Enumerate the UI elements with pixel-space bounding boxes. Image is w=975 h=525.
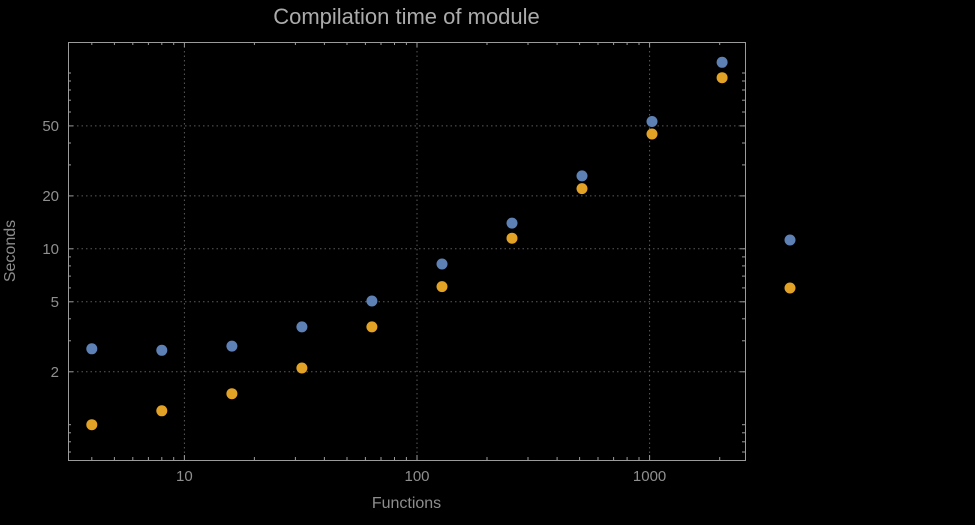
- y-tick-label: 50: [42, 118, 59, 135]
- data-point-series-2: [506, 232, 518, 244]
- y-tick-label: 2: [51, 364, 59, 381]
- data-point-series-2: [156, 405, 168, 417]
- legend-marker-series-1: [784, 234, 796, 246]
- data-point-series-2: [226, 388, 238, 400]
- data-point-series-1: [436, 258, 448, 270]
- data-point-series-2: [86, 419, 98, 431]
- x-tick-label: 10: [176, 468, 193, 485]
- data-point-series-1: [156, 344, 168, 356]
- data-point-series-2: [576, 183, 588, 195]
- x-tick-label: 100: [404, 468, 429, 485]
- chart-title: Compilation time of module: [273, 4, 540, 29]
- x-axis-label: Functions: [371, 495, 442, 512]
- data-point-series-2: [716, 72, 728, 84]
- y-tick-label: 5: [51, 294, 59, 311]
- data-point-series-2: [366, 321, 378, 333]
- data-point-series-1: [366, 295, 378, 307]
- plot-frame: [68, 42, 746, 461]
- data-point-series-2: [436, 281, 448, 293]
- data-point-series-2: [296, 362, 308, 374]
- data-point-series-1: [296, 321, 308, 333]
- data-point-series-1: [506, 217, 518, 229]
- legend-marker-series-2: [784, 282, 796, 294]
- y-tick-label: 20: [42, 188, 59, 205]
- data-point-series-1: [716, 56, 728, 68]
- data-point-series-1: [576, 170, 588, 182]
- data-point-series-1: [226, 340, 238, 352]
- x-tick-label: 1000: [633, 468, 666, 485]
- data-point-series-2: [646, 128, 658, 140]
- data-point-series-1: [86, 343, 98, 355]
- y-tick-label: 10: [42, 241, 59, 258]
- data-point-series-1: [646, 116, 658, 127]
